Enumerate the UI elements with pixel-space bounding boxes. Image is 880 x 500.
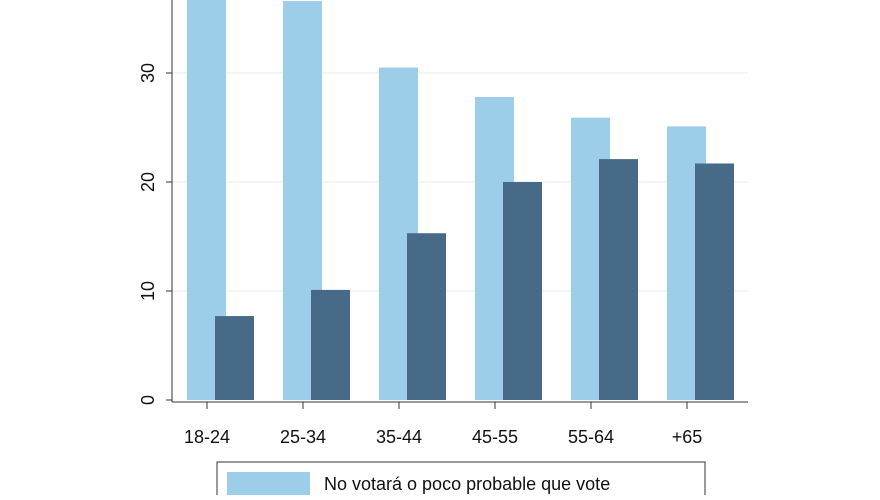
x-tick-label: +65 bbox=[672, 427, 703, 447]
bar-dark bbox=[695, 163, 734, 400]
x-tick-label: 45-55 bbox=[472, 427, 518, 447]
y-tick-label: 20 bbox=[138, 172, 158, 192]
legend: No votará o poco probable que vote bbox=[216, 461, 706, 500]
bar-dark bbox=[311, 289, 350, 400]
legend-swatch-light bbox=[227, 472, 310, 500]
legend-label: No votará o poco probable que vote bbox=[324, 474, 610, 494]
y-tick-label: 30 bbox=[138, 63, 158, 83]
y-tick-label: 0 bbox=[138, 395, 158, 405]
x-tick-label: 55-64 bbox=[568, 427, 614, 447]
bar-dark bbox=[407, 233, 446, 400]
x-tick-label: 35-44 bbox=[376, 427, 422, 447]
x-tick-label: 25-34 bbox=[280, 427, 326, 447]
bar-dark bbox=[503, 182, 542, 400]
bar-dark bbox=[599, 159, 638, 400]
x-tick-label: 18-24 bbox=[184, 427, 230, 447]
y-tick-label: 10 bbox=[138, 281, 158, 301]
bar-dark bbox=[215, 316, 254, 400]
